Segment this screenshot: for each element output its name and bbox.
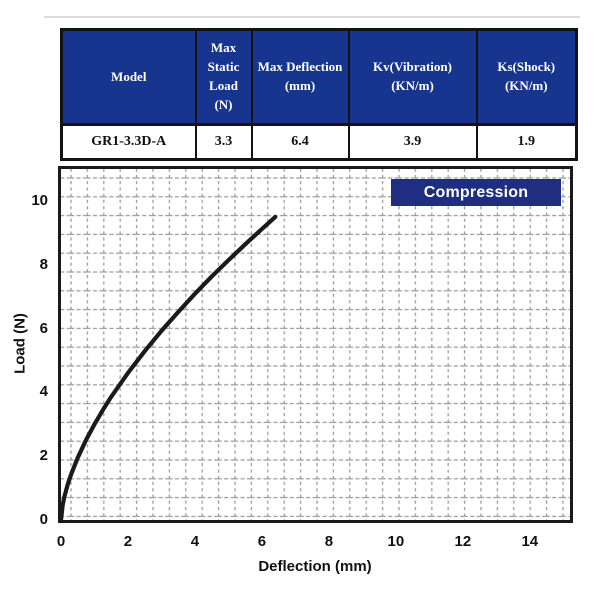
- spec-column-header: Max Deflection (mm): [250, 28, 350, 126]
- spec-cell: 1.9: [475, 123, 578, 161]
- x-tick-label: 14: [521, 533, 539, 550]
- x-tick-label: 8: [324, 533, 334, 550]
- compression-chart-plot-area: [58, 166, 573, 523]
- spec-column-header: Kv(Vibration) (KN/m): [347, 28, 478, 126]
- spec-table-container: Model Max Static Load (N) Max Deflection (…: [60, 28, 578, 161]
- spec-column-header: Max Static Load (N): [194, 28, 253, 126]
- chart-canvas: [61, 169, 570, 520]
- x-tick-label: 2: [123, 533, 133, 550]
- y-tick-label: 10: [31, 191, 48, 209]
- spec-table: Model Max Static Load (N) Max Deflection (…: [60, 28, 578, 161]
- spec-table-body: GR1-3.3D-A 3.3 6.4 3.9 1.9: [60, 123, 578, 161]
- top-divider-rule: [44, 16, 580, 18]
- y-tick-label: 4: [39, 383, 48, 401]
- x-tick-label: 4: [190, 533, 200, 550]
- spec-column-header: Model: [60, 28, 197, 126]
- spec-cell: 6.4: [250, 123, 350, 161]
- x-tick-label: 6: [257, 533, 267, 550]
- compression-curve: [61, 214, 278, 520]
- table-row: GR1-3.3D-A 3.3 6.4 3.9 1.9: [60, 123, 578, 161]
- spec-cell: GR1-3.3D-A: [60, 123, 197, 161]
- x-tick-label: 12: [454, 533, 472, 550]
- spec-column-header: Ks(Shock) (KN/m): [475, 28, 578, 126]
- spec-cell: 3.3: [194, 123, 253, 161]
- x-tick-label: 10: [387, 533, 405, 550]
- y-axis-title: Load (N): [11, 313, 29, 374]
- spec-cell: 3.9: [347, 123, 478, 161]
- y-tick-label: 8: [39, 255, 48, 273]
- compression-badge: Compression: [391, 179, 561, 206]
- spec-table-header: Model Max Static Load (N) Max Deflection (…: [60, 28, 578, 126]
- dashed-grid: [61, 169, 570, 520]
- y-tick-label: 0: [39, 511, 48, 528]
- y-tick-label: 6: [39, 319, 48, 337]
- x-axis-title: Deflection (mm): [258, 558, 372, 575]
- y-tick-label: 2: [39, 447, 48, 465]
- x-tick-label: 0: [56, 533, 66, 550]
